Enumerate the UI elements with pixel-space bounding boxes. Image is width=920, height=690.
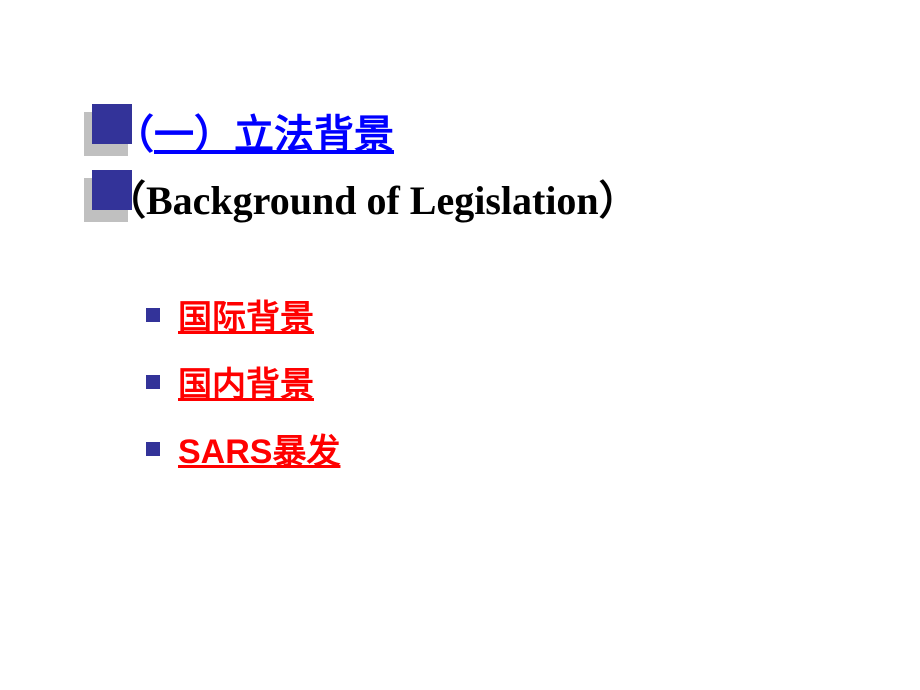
title-prefix: （ <box>114 112 154 157</box>
bullet-item-1: 国际背景 <box>146 290 340 339</box>
bullet-item-3: SARS暴发 <box>146 424 340 473</box>
slide-title-line-2: （Background of Legislation） <box>106 168 639 226</box>
bullet-link-domestic[interactable]: 国内背景 <box>178 357 314 406</box>
bullet-link-international[interactable]: 国际背景 <box>178 290 314 339</box>
slide-container: （一）立法背景 （Background of Legislation） 国际背景… <box>0 0 920 690</box>
slide-title-line-1: （一）立法背景 <box>114 102 394 160</box>
bullet-marker-icon <box>146 375 160 389</box>
title-main-text: 一）立法背景 <box>154 112 394 157</box>
bullet-marker-icon <box>146 308 160 322</box>
bullet-item-2: 国内背景 <box>146 357 340 406</box>
bullet-link-sars[interactable]: SARS暴发 <box>178 424 340 473</box>
bullet-list: 国际背景 国内背景 SARS暴发 <box>146 290 340 491</box>
sars-label: SARS <box>178 433 272 471</box>
sars-suffix: 暴发 <box>272 434 340 471</box>
bullet-marker-icon <box>146 442 160 456</box>
